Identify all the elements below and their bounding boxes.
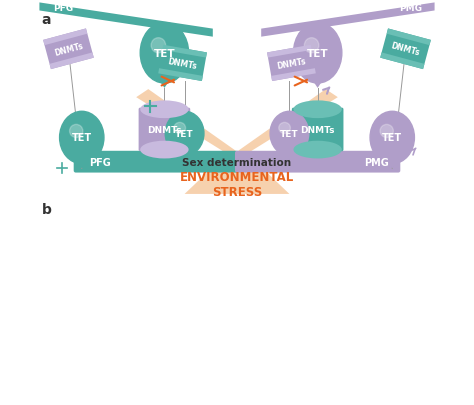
Polygon shape xyxy=(261,3,435,38)
Ellipse shape xyxy=(70,125,83,138)
Text: DNMTs: DNMTs xyxy=(390,41,421,58)
Polygon shape xyxy=(43,29,87,46)
Polygon shape xyxy=(158,46,207,82)
Polygon shape xyxy=(380,53,424,70)
Ellipse shape xyxy=(380,125,393,138)
Text: TET: TET xyxy=(154,49,175,59)
Polygon shape xyxy=(162,46,207,58)
Polygon shape xyxy=(314,84,321,89)
Text: DNMTs: DNMTs xyxy=(147,126,182,134)
Text: TET: TET xyxy=(280,130,299,139)
Ellipse shape xyxy=(370,112,414,164)
Polygon shape xyxy=(267,46,312,58)
Ellipse shape xyxy=(140,23,189,84)
Text: DNMTs: DNMTs xyxy=(53,41,84,58)
Text: DNMTs: DNMTs xyxy=(167,57,198,71)
Ellipse shape xyxy=(270,112,309,156)
Ellipse shape xyxy=(293,101,342,119)
Text: DNMTs: DNMTs xyxy=(301,126,335,134)
Polygon shape xyxy=(184,154,290,194)
Polygon shape xyxy=(286,156,292,161)
Text: Sex determination: Sex determination xyxy=(182,157,292,167)
Ellipse shape xyxy=(140,101,189,119)
Ellipse shape xyxy=(304,38,319,54)
Ellipse shape xyxy=(151,38,165,54)
Text: TET: TET xyxy=(175,130,194,139)
Ellipse shape xyxy=(165,112,204,156)
Text: TET: TET xyxy=(72,133,92,143)
FancyBboxPatch shape xyxy=(73,151,239,173)
Text: ENVIRONMENTAL
STRESS: ENVIRONMENTAL STRESS xyxy=(180,171,294,198)
Text: TET: TET xyxy=(307,49,328,59)
Polygon shape xyxy=(380,29,431,70)
Text: PFG: PFG xyxy=(89,157,111,167)
FancyBboxPatch shape xyxy=(292,109,344,152)
Text: PMG: PMG xyxy=(399,4,422,13)
FancyBboxPatch shape xyxy=(138,109,190,152)
Text: PMG: PMG xyxy=(364,157,389,167)
Text: TET: TET xyxy=(382,133,402,143)
Polygon shape xyxy=(161,84,168,89)
Polygon shape xyxy=(237,90,338,154)
Text: PFG: PFG xyxy=(54,4,73,13)
Polygon shape xyxy=(271,69,316,82)
Polygon shape xyxy=(43,29,94,70)
Ellipse shape xyxy=(293,23,342,84)
Polygon shape xyxy=(158,69,203,82)
Text: b: b xyxy=(41,202,51,216)
Ellipse shape xyxy=(279,123,291,134)
Ellipse shape xyxy=(140,141,189,159)
Polygon shape xyxy=(136,90,237,154)
Ellipse shape xyxy=(293,141,342,159)
Text: a: a xyxy=(41,13,51,28)
Ellipse shape xyxy=(60,112,104,164)
Polygon shape xyxy=(387,29,431,46)
FancyBboxPatch shape xyxy=(235,151,401,173)
Polygon shape xyxy=(267,46,316,82)
Polygon shape xyxy=(182,156,188,161)
Polygon shape xyxy=(389,164,395,169)
Text: DNMTs: DNMTs xyxy=(276,57,307,71)
Polygon shape xyxy=(39,3,213,38)
Polygon shape xyxy=(79,164,85,169)
Ellipse shape xyxy=(174,123,185,134)
Polygon shape xyxy=(50,53,94,70)
